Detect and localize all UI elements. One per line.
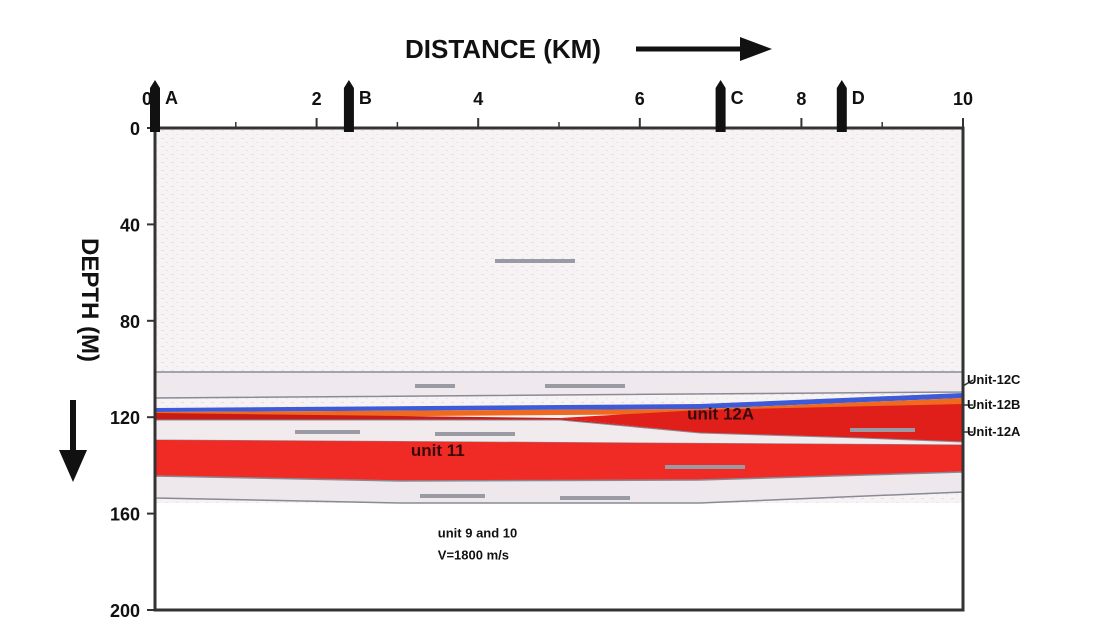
- leader-line: [962, 379, 974, 387]
- x-tick-label: 6: [635, 89, 645, 109]
- right-unit-label: Unit-12B: [967, 397, 1020, 412]
- y-tick-label: 40: [120, 215, 140, 235]
- well-marker: A: [150, 80, 178, 132]
- unit-label: unit 12A: [687, 405, 754, 424]
- y-tick-label: 0: [130, 119, 140, 139]
- well-label: A: [165, 88, 178, 108]
- y-tick-label: 120: [110, 408, 140, 428]
- well-label: C: [731, 88, 744, 108]
- well-label: B: [359, 88, 372, 108]
- well-marker: C: [715, 80, 744, 132]
- unit-label: V=1800 m/s: [438, 547, 509, 562]
- x-tick-label: 4: [473, 89, 483, 109]
- well-tip-icon: [150, 80, 160, 88]
- x-axis: 0 2 4 6 8 10: [142, 89, 973, 128]
- well-icon: [343, 88, 354, 132]
- x-tick-label: 8: [796, 89, 806, 109]
- y-axis: 0 40 80 120 160 200: [110, 119, 155, 621]
- unit-label: unit 9 and 10: [438, 526, 517, 541]
- y-tick-label: 200: [110, 601, 140, 621]
- unit-labels: unit 12A unit 11 unit 9 and 10 V=1800 m/s: [411, 405, 754, 563]
- y-tick-label: 160: [110, 505, 140, 525]
- layer-unit-12a: [560, 404, 963, 442]
- faint-annotations: [295, 259, 915, 500]
- well-icon: [150, 88, 160, 132]
- layer-unit-11: [155, 440, 963, 481]
- y-tick-label: 80: [120, 312, 140, 332]
- x-tick-label: 10: [953, 89, 973, 109]
- well-tip-icon: [836, 80, 847, 88]
- x-tick-label: 2: [312, 89, 322, 109]
- well-marker: B: [343, 80, 372, 132]
- x-tick-label: 0: [142, 89, 152, 109]
- layer-thin-red: [155, 413, 700, 433]
- layer-unit-12c: [155, 393, 963, 412]
- right-unit-label: Unit-12C: [967, 372, 1021, 387]
- well-marker: D: [836, 80, 865, 132]
- y-axis-label: DEPTH (M): [76, 238, 103, 362]
- distance-arrow-icon: [636, 37, 772, 61]
- lower-zone: [155, 503, 963, 610]
- depth-arrow-icon: [59, 400, 87, 482]
- well-tip-icon: [343, 80, 354, 88]
- unit-label: unit 11: [411, 441, 465, 460]
- title: DISTANCE (KM): [405, 34, 601, 64]
- well-tip-icon: [715, 80, 726, 88]
- right-labels: Unit-12C Unit-12B Unit-12A: [962, 372, 1021, 439]
- well-label: D: [852, 88, 865, 108]
- right-unit-label: Unit-12A: [967, 424, 1021, 439]
- wells: A B C D: [150, 80, 865, 132]
- well-icon: [836, 88, 847, 132]
- well-icon: [715, 88, 726, 132]
